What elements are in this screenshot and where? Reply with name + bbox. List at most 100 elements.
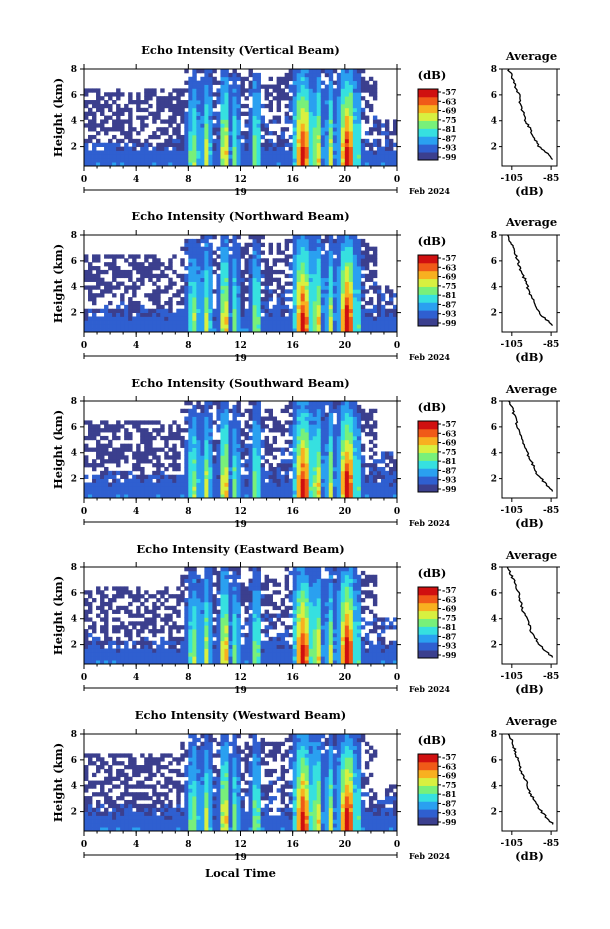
- heatmap-cell: [328, 289, 334, 294]
- heatmap-cell: [268, 416, 273, 421]
- heatmap-cell: [100, 660, 105, 665]
- colorbar-tick-label: -63: [442, 262, 457, 272]
- heatmap-cell: [152, 435, 157, 441]
- heatmap-cell: [196, 142, 201, 147]
- heatmap-cell: [300, 304, 306, 310]
- heatmap-cell: [348, 88, 354, 93]
- heatmap-cell: [196, 289, 201, 294]
- heatmap-cell: [256, 250, 261, 255]
- heatmap-cell: [200, 486, 205, 491]
- heatmap-cell: [212, 494, 217, 499]
- heatmap-cell: [184, 470, 189, 476]
- heatmap-cell: [284, 158, 290, 163]
- heatmap-cell: [148, 490, 153, 495]
- heatmap-cell: [340, 474, 346, 479]
- heatmap-cell: [188, 656, 193, 661]
- heatmap-cell: [220, 131, 225, 136]
- heatmap-cell: [116, 312, 121, 317]
- heatmap-cell: [188, 463, 193, 468]
- heatmap-cell: [236, 235, 241, 240]
- heatmap-cell: [88, 424, 93, 429]
- heatmap-cell: [128, 262, 133, 267]
- heatmap-cell: [248, 254, 253, 259]
- heatmap-cell: [356, 131, 362, 136]
- heatmap-cell: [360, 88, 366, 93]
- heatmap-cell: [176, 320, 181, 325]
- heatmap-cell: [192, 636, 197, 642]
- heatmap-cell: [120, 652, 125, 657]
- heatmap-cell: [256, 142, 261, 147]
- heatmap-cell: [120, 146, 125, 151]
- heatmap-cell: [100, 435, 105, 441]
- heatmap-cell: [220, 103, 225, 109]
- heatmap-cell: [296, 146, 302, 151]
- heatmap-cell: [272, 478, 278, 483]
- heatmap-cell: [84, 486, 89, 491]
- heatmap-cell: [348, 293, 354, 298]
- heatmap-cell: [204, 470, 209, 476]
- average-y-tick-label: 2: [491, 475, 497, 485]
- heatmap-cell: [256, 76, 261, 82]
- heatmap-cell: [308, 289, 314, 294]
- heatmap-cell: [288, 324, 294, 329]
- heatmap-cell: [132, 594, 137, 599]
- heatmap-cell: [180, 320, 185, 325]
- heatmap-cell: [276, 142, 282, 147]
- heatmap-cell: [240, 304, 245, 310]
- heatmap-cell: [340, 238, 346, 244]
- heatmap-cell: [124, 304, 129, 310]
- heatmap-cell: [288, 238, 294, 244]
- heatmap-cell: [360, 162, 366, 167]
- x-tick-label: 20: [339, 507, 352, 517]
- heatmap-cell: [216, 262, 221, 267]
- heatmap-cell: [132, 420, 137, 425]
- heatmap-cell: [212, 235, 217, 240]
- heatmap-cell: [140, 162, 145, 167]
- heatmap-cell: [200, 304, 205, 310]
- heatmap-cell: [292, 466, 298, 472]
- heatmap-cell: [204, 494, 209, 499]
- heatmap-cell: [316, 289, 322, 294]
- heatmap-cell: [252, 111, 257, 116]
- heatmap-cell: [364, 463, 370, 468]
- heatmap-cell: [324, 308, 330, 313]
- heatmap-cell: [324, 69, 330, 74]
- heatmap-cell: [320, 273, 326, 279]
- heatmap-cell: [356, 277, 362, 282]
- heatmap-cell: [176, 142, 181, 147]
- heatmap-cell: [292, 100, 298, 105]
- heatmap-cell: [196, 412, 201, 417]
- heatmap-cell: [140, 629, 145, 634]
- heatmap-cell: [344, 92, 350, 97]
- heatmap-cell: [312, 490, 318, 495]
- heatmap-cell: [184, 146, 189, 151]
- heatmap-cell: [344, 416, 350, 421]
- heatmap-cell: [100, 470, 105, 476]
- heatmap-cell: [356, 158, 362, 163]
- heatmap-cell: [304, 123, 310, 128]
- heatmap-cell: [116, 586, 121, 591]
- heatmap-cell: [176, 482, 181, 487]
- heatmap-cell: [248, 293, 253, 298]
- heatmap-cell: [316, 273, 322, 279]
- heatmap-cell: [108, 424, 113, 429]
- average-x-tick-label: -105: [501, 174, 524, 184]
- heatmap-cell: [196, 238, 201, 244]
- heatmap-cell: [264, 474, 269, 479]
- heatmap-cell: [296, 455, 302, 460]
- heatmap-cell: [308, 250, 314, 255]
- heatmap-cell: [196, 285, 201, 290]
- heatmap-cell: [332, 96, 338, 101]
- heatmap-cell: [248, 269, 253, 275]
- heatmap-cell: [92, 459, 97, 464]
- heatmap-cell: [336, 324, 342, 329]
- heatmap-cell: [156, 463, 161, 468]
- heatmap-cell: [364, 482, 370, 487]
- heatmap-cell: [300, 100, 306, 105]
- heatmap-cell: [324, 478, 330, 483]
- heatmap-cell: [376, 119, 382, 124]
- heatmap-cell: [308, 312, 314, 317]
- heatmap-cell: [320, 474, 326, 479]
- heatmap-cell: [240, 289, 245, 294]
- heatmap-cell: [296, 308, 302, 313]
